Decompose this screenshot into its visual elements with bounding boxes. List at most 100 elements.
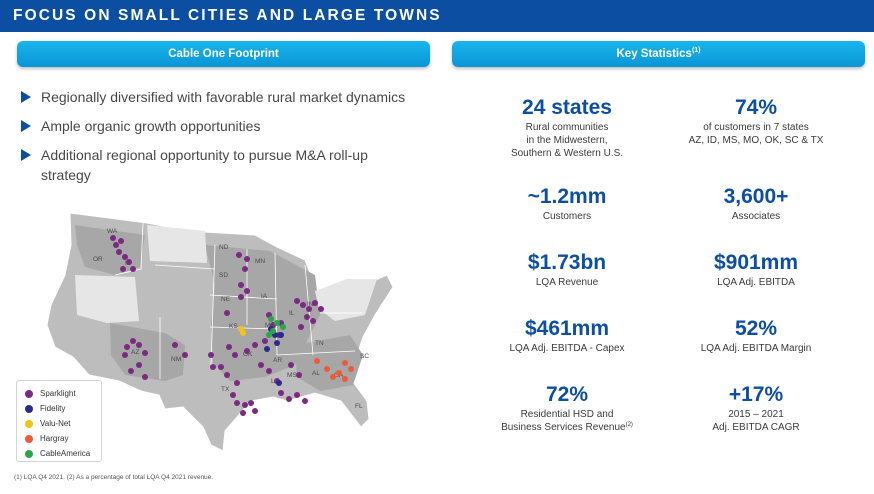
title-bar: FOCUS ON SMALL CITIES AND LARGE TOWNS: [0, 0, 874, 32]
stat-value: 72%: [545, 383, 589, 406]
market-dot-sparklight: [130, 266, 136, 272]
market-dot-sparklight: [310, 318, 316, 324]
bullet-text: Ample organic growth opportunities: [41, 118, 261, 134]
market-dot-sparklight: [262, 338, 268, 344]
legend-item-sparklight: Sparklight: [25, 386, 95, 401]
market-dot-sparklight: [266, 368, 272, 374]
market-dot-hargray: [324, 366, 330, 372]
market-dot-hargray: [314, 358, 320, 364]
unserved-region-north-central: [147, 225, 207, 263]
market-dot-sparklight: [208, 352, 214, 358]
stat-desc-line: Associates: [731, 211, 781, 222]
stat-residential-hsd-share: 72% Residential HSD and Business Service…: [467, 382, 667, 434]
market-dot-sparklight: [244, 288, 250, 294]
legend-item-cableamerica: CableAmerica: [25, 446, 95, 461]
bullet-text: Additional regional opportunity to pursu…: [41, 147, 368, 183]
state-label-mn: MN: [255, 258, 265, 265]
key-statistics-footnote-marker: (1): [691, 47, 701, 54]
market-dot-sparklight: [278, 390, 284, 396]
market-dot-sparklight: [248, 400, 254, 406]
market-dot-sparklight: [182, 352, 188, 358]
market-dot-sparklight: [136, 342, 142, 348]
footnote: (1) LQA Q4 2021. (2) As a percentage of …: [14, 474, 214, 481]
arrow-bullet-icon: [21, 149, 31, 161]
market-dot-sparklight: [210, 364, 216, 370]
market-dot-sparklight: [294, 392, 300, 398]
market-dot-sparklight: [306, 306, 312, 312]
market-dot-hargray: [342, 376, 348, 382]
market-dot-sparklight: [236, 252, 242, 258]
market-dot-sparklight: [296, 372, 302, 378]
stat-desc: 2015 – 2021 Adj. EBITDA CAGR: [656, 408, 856, 434]
market-dot-sparklight: [118, 238, 124, 244]
market-dot-sparklight: [226, 344, 232, 350]
market-dot-sparklight: [242, 266, 248, 272]
legend-item-fidelity: Fidelity: [25, 401, 95, 416]
market-dot-sparklight: [224, 310, 230, 316]
unserved-region-east: [315, 279, 377, 321]
stat-desc: Associates: [656, 210, 856, 223]
market-dot-sparklight: [218, 364, 224, 370]
market-dot-hargray: [336, 370, 342, 376]
market-dot-hargray: [342, 360, 348, 366]
key-statistics-heading-label: Key Statistics: [616, 48, 692, 60]
stat-desc-line: LQA Adj. EBITDA: [717, 277, 795, 288]
state-label-ok: OK: [243, 351, 253, 358]
stat-lqa-adj-ebitda: $901mm LQA Adj. EBITDA: [656, 250, 856, 289]
page-title: FOCUS ON SMALL CITIES AND LARGE TOWNS: [13, 7, 442, 24]
state-label-ar: AR: [273, 357, 282, 364]
market-dot-sparklight: [312, 300, 318, 306]
stat-ebitda-margin: 52% LQA Adj. EBITDA Margin: [656, 316, 856, 355]
legend-label: Hargray: [40, 434, 69, 443]
stat-value: +17%: [728, 383, 784, 406]
stat-value: $461mm: [524, 317, 610, 340]
legend-color-swatch-icon: [25, 404, 33, 413]
state-label-al: AL: [312, 370, 320, 377]
market-dot-sparklight: [288, 362, 294, 368]
stat-desc: LQA Adj. EBITDA - Capex: [467, 342, 667, 355]
stat-value: 24 states: [522, 96, 612, 119]
market-dot-sparklight: [238, 294, 244, 300]
market-dot-sparklight: [110, 235, 116, 241]
market-dot-fidelity: [264, 346, 270, 352]
stat-customer-concentration: 74% of customers in 7 states AZ, ID, MS,…: [656, 95, 856, 147]
market-dot-sparklight: [234, 380, 240, 386]
stat-desc-line: Rural communities: [525, 122, 609, 133]
market-dot-sparklight: [244, 348, 250, 354]
bullet-list: Regionally diversified with favorable ru…: [21, 87, 461, 194]
state-label-fl: FL: [355, 403, 363, 410]
market-dot-sparklight: [240, 410, 246, 416]
state-label-in: IN: [307, 301, 314, 308]
market-dot-fidelity: [278, 332, 284, 338]
legend-color-swatch-icon: [25, 419, 33, 428]
stat-footnote-marker: (2): [625, 422, 633, 428]
market-dot-sparklight: [142, 374, 148, 380]
stat-desc-line-with-note: Business Services Revenue(2): [467, 421, 667, 434]
market-dot-sparklight: [252, 408, 258, 414]
market-dot-sparklight: [304, 314, 310, 320]
arrow-bullet-icon: [21, 91, 31, 103]
market-dot-sparklight: [234, 400, 240, 406]
market-dot-hargray: [330, 374, 336, 380]
legend-label: Fidelity: [40, 404, 66, 413]
state-label-wa: WA: [107, 228, 118, 235]
market-dot-sparklight: [230, 392, 236, 398]
market-dot-fidelity: [274, 340, 280, 346]
state-label-or: OR: [93, 256, 103, 263]
stat-value: 3,600+: [723, 185, 789, 208]
legend-color-swatch-icon: [25, 389, 33, 398]
stat-ebitda-minus-capex: $461mm LQA Adj. EBITDA - Capex: [467, 316, 667, 355]
market-dot-sparklight: [298, 324, 304, 330]
stat-desc: LQA Adj. EBITDA Margin: [656, 342, 856, 355]
bullet-text: Regionally diversified with favorable ru…: [41, 89, 406, 105]
market-dot-hargray: [348, 366, 354, 372]
market-dot-cableamerica: [280, 324, 286, 330]
stat-lqa-revenue: $1.73bn LQA Revenue: [467, 250, 667, 289]
stat-value: 74%: [734, 96, 778, 119]
stat-value: ~1.2mm: [527, 185, 607, 208]
stat-desc: Customers: [467, 210, 667, 223]
state-label-tn: TN: [315, 340, 324, 347]
legend-color-swatch-icon: [25, 434, 33, 443]
stat-desc-line: of customers in 7 states: [703, 122, 809, 133]
footprint-heading: Cable One Footprint: [17, 41, 430, 67]
